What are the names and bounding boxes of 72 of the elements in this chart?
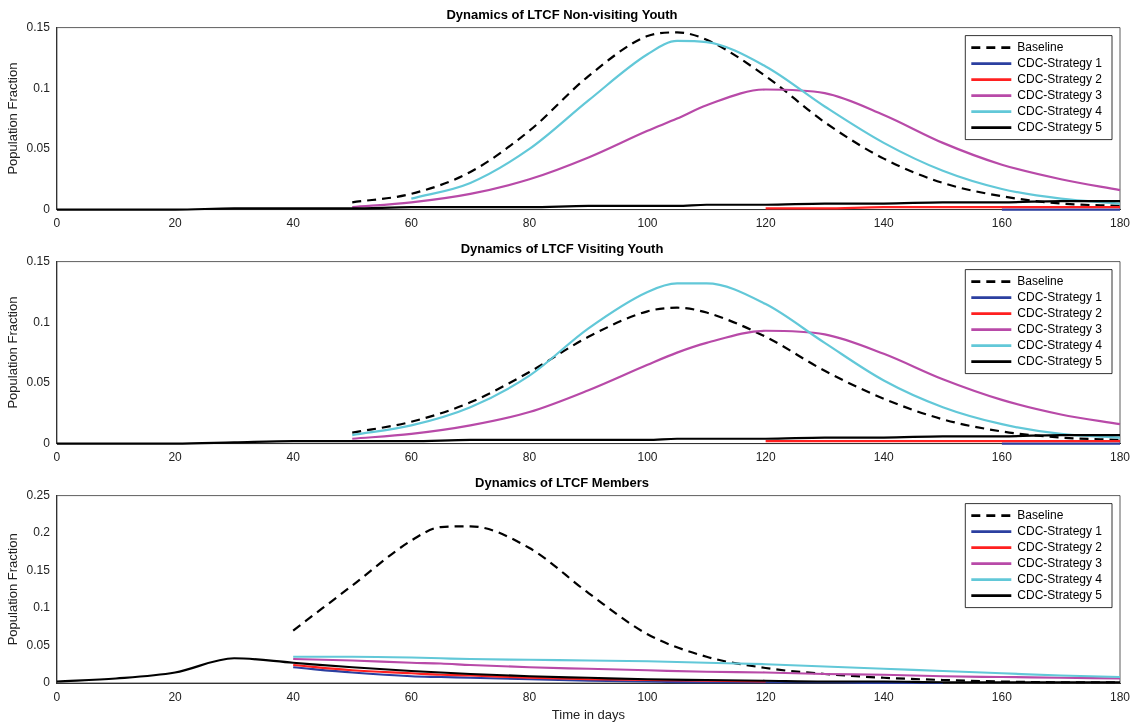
y-tick-label: 0.15: [26, 562, 51, 577]
legend-label: CDC-Strategy 3: [1017, 321, 1103, 336]
x-tick-label: 140: [873, 689, 895, 704]
legend-label: CDC-Strategy 5: [1017, 353, 1103, 368]
line-series: [292, 663, 767, 683]
x-tick-label: 60: [404, 689, 419, 704]
legend-label: CDC-Strategy 4: [1017, 103, 1103, 118]
x-axis-title: Time in days: [551, 706, 626, 722]
legend-label: CDC-Strategy 1: [1017, 55, 1103, 70]
chart-title: Dynamics of LTCF Visiting Youth: [460, 241, 664, 257]
y-tick-label: 0.05: [26, 141, 51, 156]
x-tick-label: 80: [522, 450, 537, 465]
x-tick-label: 80: [522, 689, 537, 704]
line-series: [292, 666, 944, 685]
legend-label: CDC-Strategy 2: [1017, 71, 1103, 86]
x-tick-label: 120: [755, 689, 776, 704]
y-tick-label: 0.2: [33, 525, 51, 540]
x-tick-label: 160: [991, 689, 1013, 704]
x-tick-label: 140: [873, 450, 895, 465]
legend-label: CDC-Strategy 2: [1017, 539, 1103, 554]
chart-title: Dynamics of LTCF Non-visiting Youth: [446, 7, 678, 23]
legend-label: CDC-Strategy 4: [1017, 337, 1103, 352]
x-tick-label: 20: [168, 450, 183, 465]
legend-label: CDC-Strategy 2: [1017, 305, 1103, 320]
x-tick-label: 100: [637, 450, 658, 465]
y-tick-label: 0.25: [26, 487, 51, 502]
x-tick-label: 120: [755, 450, 776, 465]
x-tick-label: 40: [286, 216, 301, 231]
y-tick-label: 0.15: [26, 19, 51, 34]
legend-label: CDC-Strategy 5: [1017, 119, 1103, 134]
y-tick-label: 0: [43, 201, 51, 216]
y-axis-title: Population Fraction: [5, 533, 21, 646]
x-tick-label: 0: [53, 689, 61, 704]
x-tick-label: 60: [404, 450, 419, 465]
x-tick-label: 0: [53, 216, 61, 231]
x-tick-label: 20: [168, 216, 183, 231]
x-tick-label: 100: [637, 689, 658, 704]
x-tick-label: 40: [286, 450, 301, 465]
legend-label: CDC-Strategy 3: [1017, 555, 1103, 570]
x-tick-label: 160: [991, 450, 1013, 465]
legend-label: Baseline: [1017, 507, 1064, 522]
line-series: [351, 88, 1122, 209]
y-tick-label: 0.05: [26, 375, 51, 390]
legend-label: CDC-Strategy 5: [1017, 587, 1103, 602]
y-axis-title: Population Fraction: [5, 62, 21, 175]
legend-label: Baseline: [1017, 273, 1064, 288]
x-tick-label: 120: [755, 216, 776, 231]
y-tick-label: 0.1: [33, 314, 51, 329]
x-tick-label: 140: [873, 216, 895, 231]
y-axis-title: Population Fraction: [5, 296, 21, 409]
y-tick-label: 0.1: [33, 80, 51, 95]
x-tick-label: 160: [991, 216, 1013, 231]
x-tick-label: 20: [168, 689, 183, 704]
legend-label: Baseline: [1017, 39, 1064, 54]
legend-label: CDC-Strategy 3: [1017, 87, 1103, 102]
y-tick-label: 0: [43, 435, 51, 450]
y-tick-label: 0: [43, 675, 51, 690]
legend-label: CDC-Strategy 1: [1017, 289, 1103, 304]
chart-title: Dynamics of LTCF Members: [475, 475, 649, 491]
x-tick-label: 180: [1109, 450, 1131, 465]
x-tick-label: 60: [404, 216, 419, 231]
legend-label: CDC-Strategy 4: [1017, 571, 1103, 586]
x-tick-label: 100: [637, 216, 658, 231]
x-tick-label: 80: [522, 216, 537, 231]
y-tick-label: 0.1: [33, 600, 51, 615]
y-tick-label: 0.15: [26, 253, 51, 268]
legend-label: CDC-Strategy 1: [1017, 523, 1103, 538]
x-tick-label: 0: [53, 450, 61, 465]
x-tick-label: 180: [1109, 689, 1131, 704]
y-tick-label: 0.05: [26, 637, 51, 652]
x-tick-label: 40: [286, 689, 301, 704]
x-tick-label: 180: [1109, 216, 1131, 231]
